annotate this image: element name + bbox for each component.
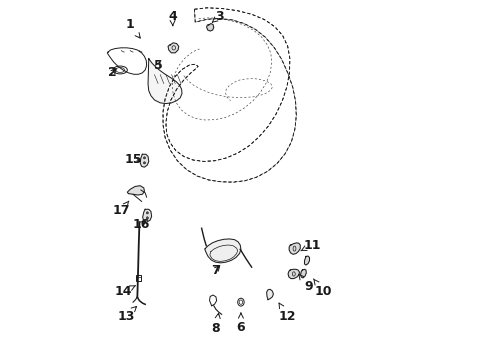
Polygon shape [148,59,182,104]
Text: 1: 1 [125,18,140,38]
Text: 7: 7 [211,264,220,276]
Bar [136,275,141,281]
Text: 15: 15 [124,153,142,166]
Polygon shape [206,23,213,31]
Polygon shape [127,186,144,195]
Text: 5: 5 [153,59,162,72]
Polygon shape [288,243,300,254]
Ellipse shape [143,162,145,164]
Text: 3: 3 [212,10,224,23]
Text: 9: 9 [298,274,312,293]
Polygon shape [300,269,305,278]
Text: 4: 4 [167,10,176,26]
Text: 16: 16 [132,218,149,231]
Polygon shape [142,209,151,222]
Polygon shape [304,256,309,265]
Ellipse shape [146,217,148,219]
Polygon shape [266,289,273,300]
Text: 10: 10 [313,279,331,298]
Ellipse shape [143,157,145,159]
Polygon shape [204,239,241,263]
Polygon shape [287,269,299,279]
Text: 2: 2 [108,66,117,79]
Polygon shape [140,154,148,167]
Text: 6: 6 [236,313,245,334]
Text: 17: 17 [112,201,130,217]
Text: 11: 11 [300,239,321,252]
Text: 8: 8 [211,313,220,335]
Ellipse shape [146,212,148,214]
Text: 12: 12 [278,303,296,323]
Polygon shape [168,43,179,53]
Text: 13: 13 [117,306,136,323]
Text: 14: 14 [115,285,135,298]
